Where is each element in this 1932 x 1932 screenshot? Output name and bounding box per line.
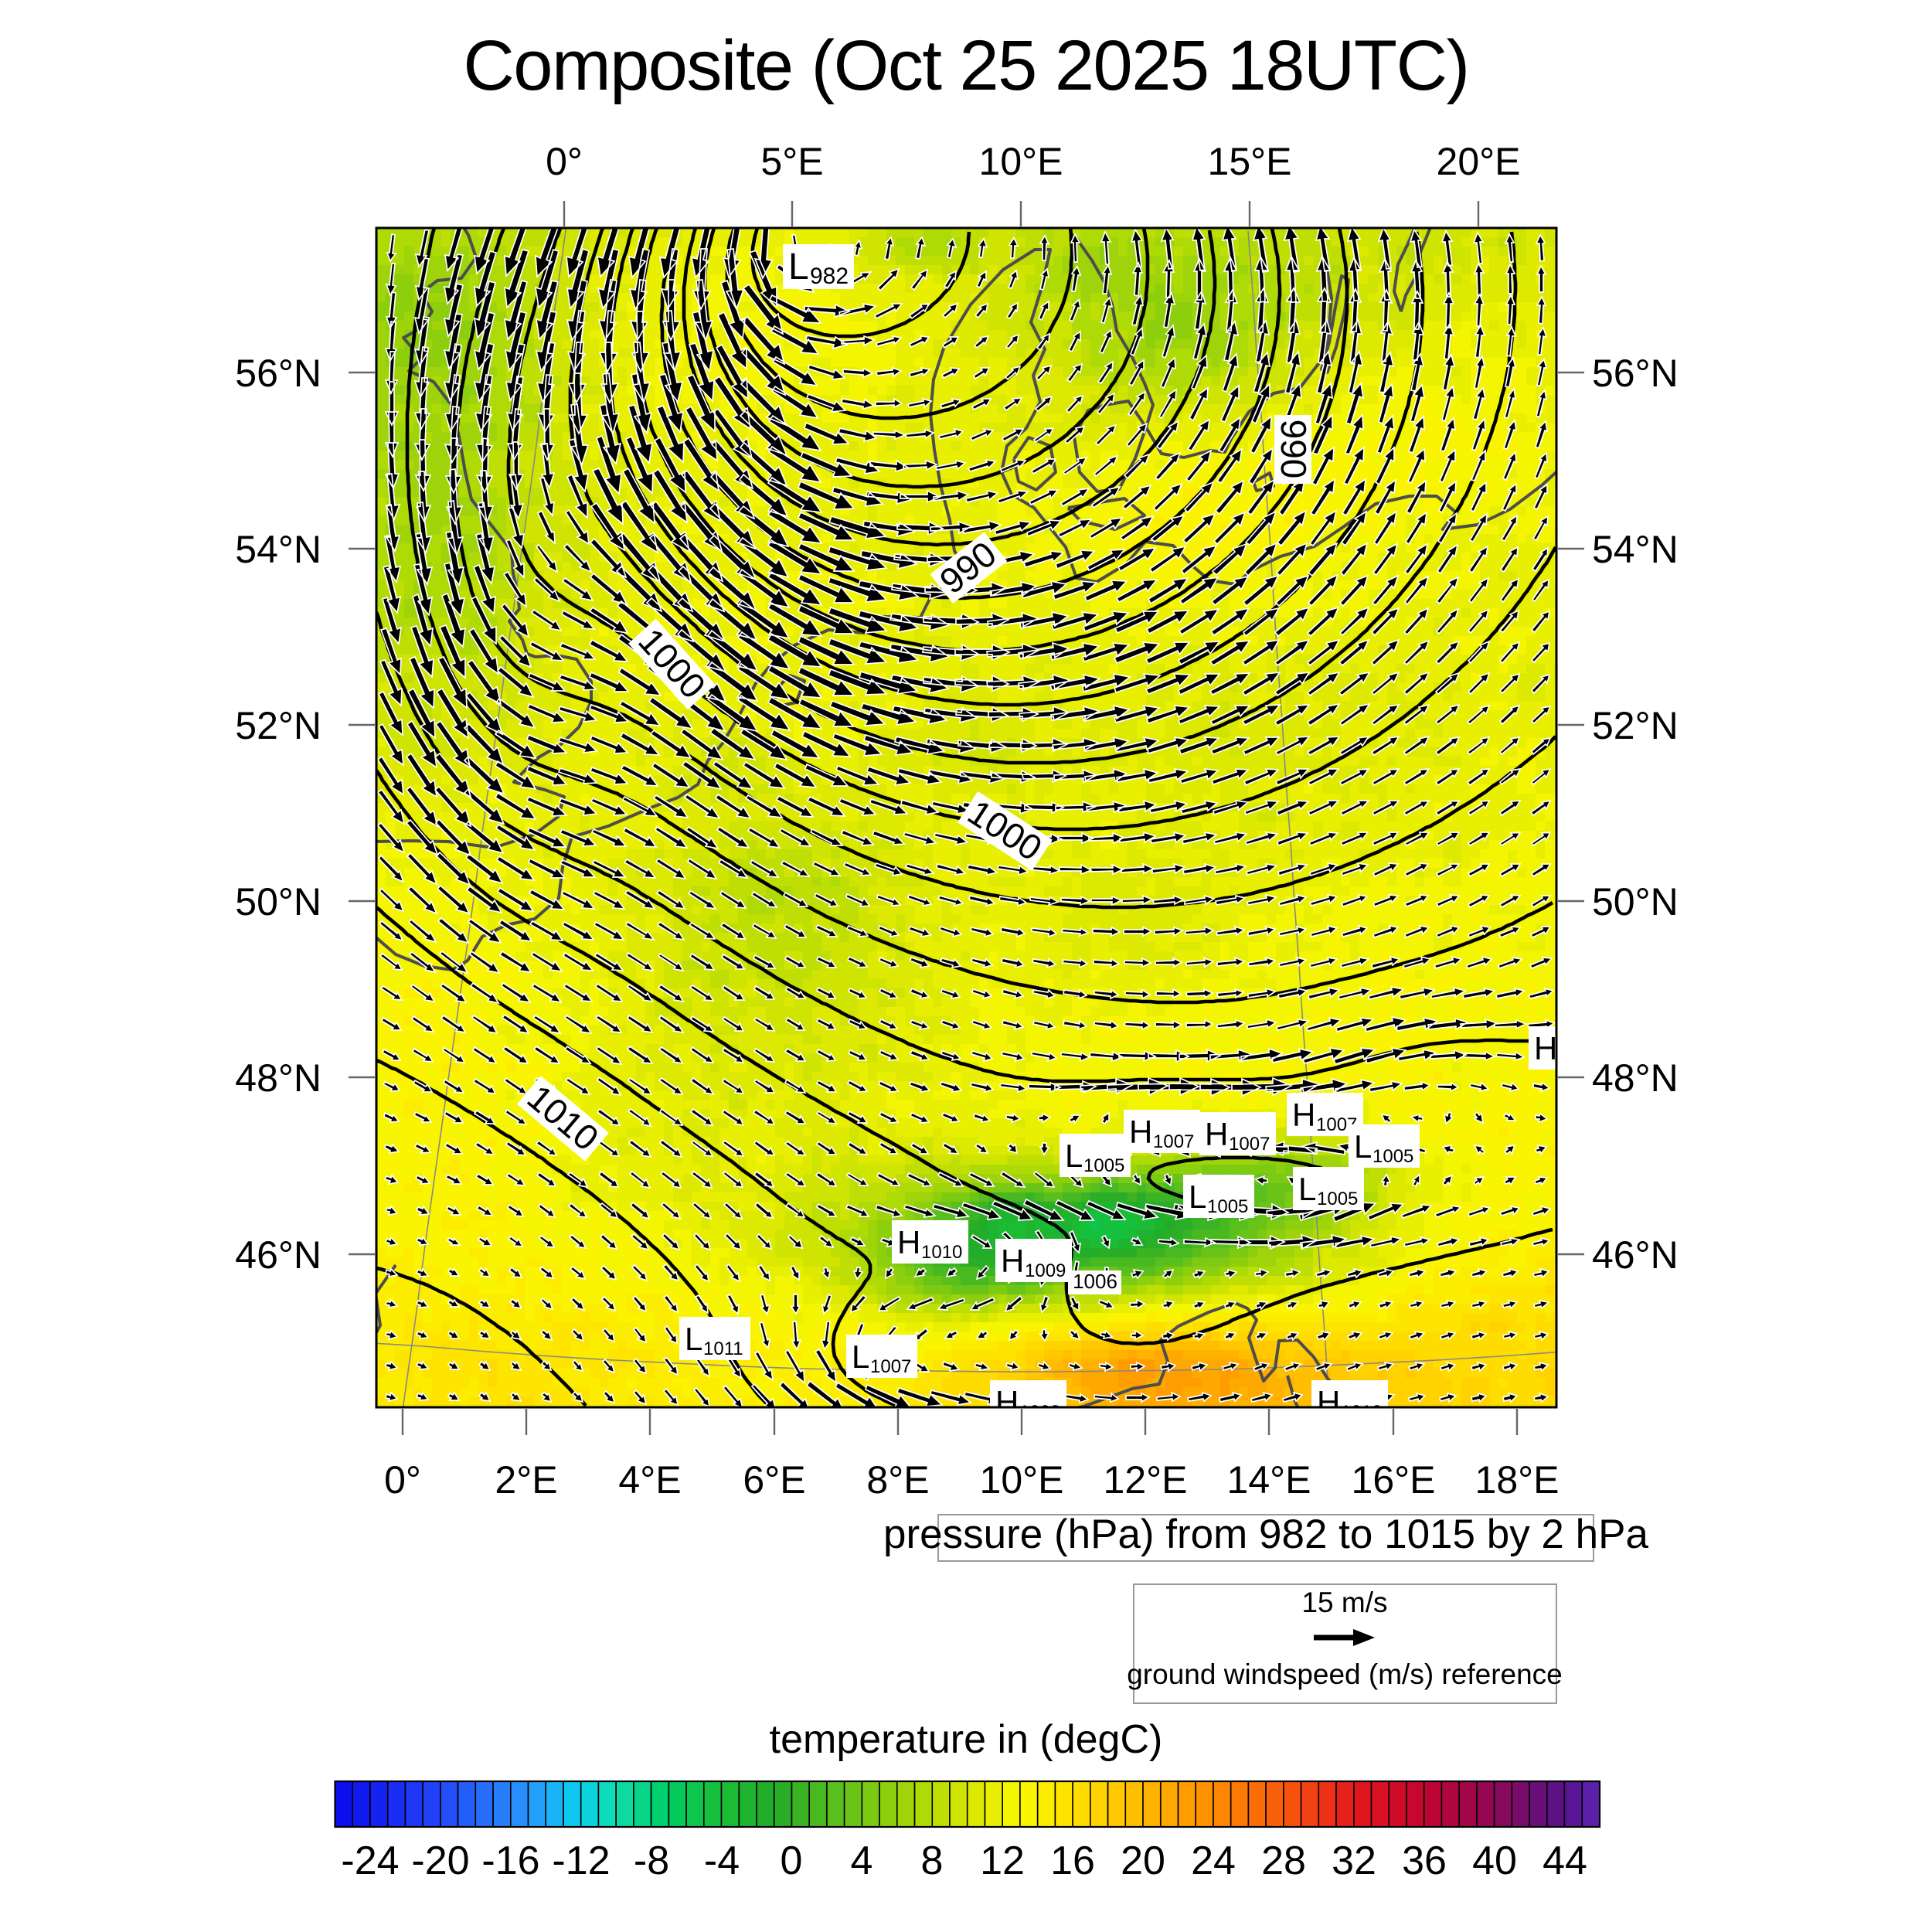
svg-text:4°E: 4°E [618, 1458, 681, 1502]
svg-text:48°N: 48°N [235, 1056, 321, 1100]
svg-text:16°E: 16°E [1352, 1458, 1436, 1502]
svg-text:2°E: 2°E [495, 1458, 557, 1502]
svg-text:36: 36 [1402, 1838, 1447, 1883]
svg-text:0°: 0° [546, 140, 583, 183]
svg-text:46°N: 46°N [1592, 1233, 1679, 1277]
svg-text:H: H [1205, 1116, 1228, 1152]
svg-text:10°E: 10°E [979, 140, 1063, 183]
svg-text:1006: 1006 [1073, 1270, 1117, 1293]
svg-text:1011: 1011 [703, 1338, 743, 1359]
svg-text:15°E: 15°E [1208, 140, 1292, 183]
svg-text:L: L [852, 1338, 869, 1375]
svg-text:Composite (Oct 25 2025 18UTC): Composite (Oct 25 2025 18UTC) [463, 26, 1468, 105]
svg-text:52°N: 52°N [1592, 704, 1679, 747]
svg-text:56°N: 56°N [235, 352, 321, 395]
svg-text:L: L [1354, 1128, 1372, 1165]
svg-text:15 m/s: 15 m/s [1301, 1587, 1387, 1618]
svg-text:-24: -24 [341, 1838, 399, 1883]
svg-text:1007: 1007 [1229, 1134, 1270, 1155]
svg-text:12°E: 12°E [1104, 1458, 1188, 1502]
svg-text:54°N: 54°N [235, 528, 321, 571]
svg-text:1010: 1010 [921, 1242, 962, 1263]
svg-text:1005: 1005 [1207, 1196, 1248, 1217]
svg-text:H: H [995, 1384, 1019, 1420]
svg-text:56°N: 56°N [1592, 352, 1679, 395]
svg-text:pressure (hPa) from 982 to 101: pressure (hPa) from 982 to 1015 by 2 hPa [883, 1512, 1648, 1557]
svg-text:14°E: 14°E [1227, 1458, 1311, 1502]
svg-text:H: H [1534, 1030, 1557, 1066]
svg-text:18°E: 18°E [1475, 1458, 1560, 1502]
svg-text:16: 16 [1050, 1838, 1095, 1883]
svg-text:L: L [1065, 1138, 1083, 1174]
svg-text:L: L [1298, 1171, 1316, 1207]
svg-text:-4: -4 [704, 1838, 740, 1883]
svg-text:28: 28 [1261, 1838, 1306, 1883]
svg-text:L: L [788, 247, 809, 287]
svg-text:46°N: 46°N [235, 1233, 321, 1277]
svg-text:12: 12 [980, 1838, 1025, 1883]
svg-text:H: H [1317, 1384, 1340, 1420]
svg-text:1009: 1009 [1025, 1260, 1066, 1281]
svg-text:6°E: 6°E [743, 1458, 805, 1502]
svg-text:-12: -12 [552, 1838, 610, 1883]
svg-text:1010: 1010 [1341, 1402, 1382, 1423]
svg-text:10°E: 10°E [980, 1458, 1064, 1502]
svg-text:1007: 1007 [870, 1356, 911, 1377]
svg-text:8°E: 8°E [866, 1458, 929, 1502]
svg-text:1005: 1005 [1083, 1155, 1124, 1176]
svg-text:ground windspeed (m/s) referen: ground windspeed (m/s) reference [1127, 1658, 1563, 1690]
svg-text:24: 24 [1191, 1838, 1236, 1883]
svg-text:50°N: 50°N [235, 880, 321, 923]
svg-text:5°E: 5°E [760, 140, 823, 183]
svg-text:-16: -16 [481, 1838, 539, 1883]
svg-text:50°N: 50°N [1592, 880, 1679, 923]
svg-text:990: 990 [1274, 420, 1314, 479]
svg-text:-8: -8 [634, 1838, 669, 1883]
svg-text:0: 0 [781, 1838, 803, 1883]
svg-text:H: H [1001, 1243, 1024, 1279]
svg-text:8: 8 [921, 1838, 944, 1883]
svg-text:1007: 1007 [1153, 1131, 1194, 1152]
svg-text:H: H [897, 1224, 920, 1260]
svg-text:32: 32 [1332, 1838, 1376, 1883]
svg-text:40: 40 [1472, 1838, 1517, 1883]
svg-text:52°N: 52°N [235, 704, 321, 747]
svg-text:20°E: 20°E [1437, 140, 1521, 183]
svg-text:-20: -20 [411, 1838, 469, 1883]
svg-text:H: H [1292, 1097, 1315, 1133]
svg-text:H: H [1129, 1114, 1152, 1150]
svg-text:1005: 1005 [1317, 1189, 1358, 1209]
svg-text:L: L [1189, 1179, 1206, 1215]
svg-text:0°: 0° [384, 1458, 421, 1502]
svg-text:20: 20 [1121, 1838, 1165, 1883]
svg-text:982: 982 [810, 264, 849, 289]
svg-text:1008: 1008 [1019, 1402, 1060, 1423]
svg-text:48°N: 48°N [1592, 1056, 1679, 1100]
svg-text:temperature in (degC): temperature in (degC) [770, 1717, 1163, 1762]
svg-text:1005: 1005 [1372, 1146, 1413, 1167]
svg-text:L: L [685, 1321, 702, 1357]
svg-text:44: 44 [1543, 1838, 1587, 1883]
svg-text:4: 4 [851, 1838, 873, 1883]
svg-text:54°N: 54°N [1592, 528, 1679, 571]
